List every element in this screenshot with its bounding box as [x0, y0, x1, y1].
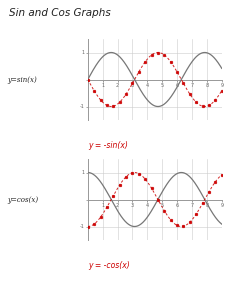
Text: y=cos(x): y=cos(x) — [7, 196, 38, 203]
Text: y=sin(x): y=sin(x) — [7, 76, 37, 83]
Text: y = -sin(x): y = -sin(x) — [88, 141, 128, 150]
Text: y = -cos(x): y = -cos(x) — [88, 261, 130, 270]
Text: Sin and Cos Graphs: Sin and Cos Graphs — [9, 8, 111, 17]
